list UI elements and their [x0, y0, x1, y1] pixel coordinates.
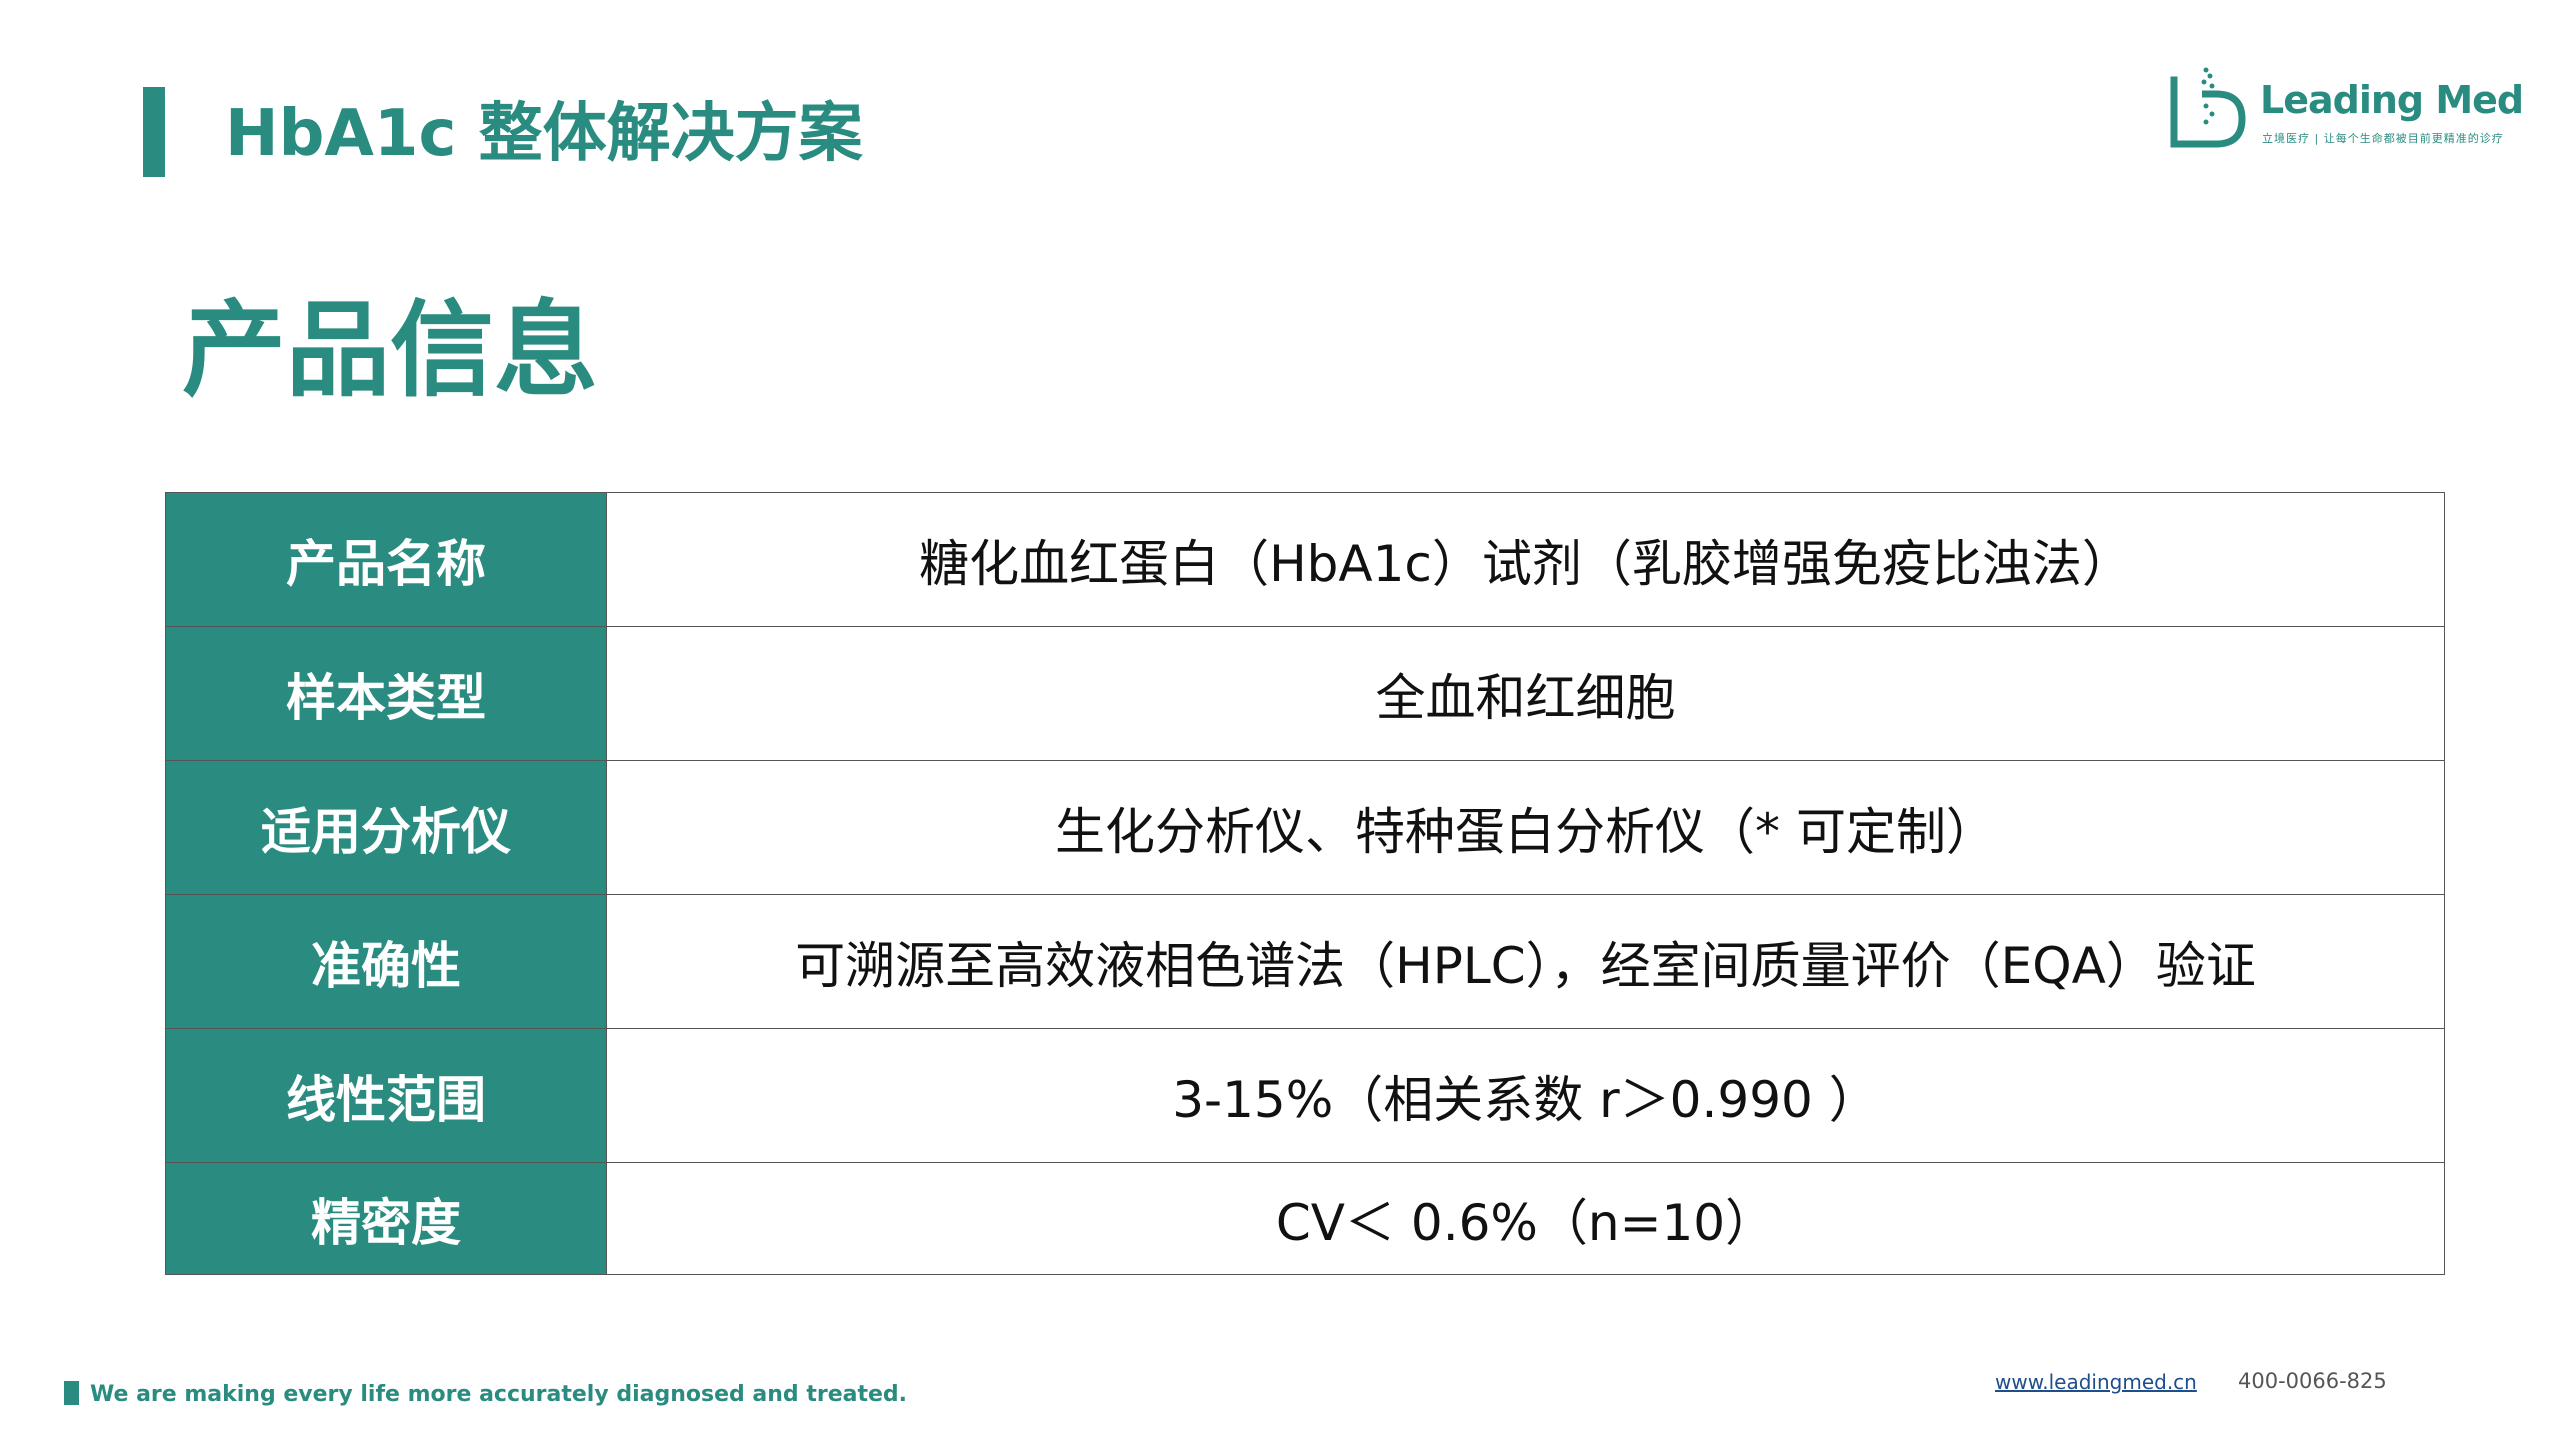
section-heading: 产品信息: [182, 289, 599, 411]
row-value: 可溯源至高效液相色谱法（HPLC），经室间质量评价（EQA）验证: [606, 894, 2445, 1029]
row-label: 产品名称: [165, 492, 607, 627]
logo-name: Leading Med: [2260, 78, 2524, 122]
header-title: HbA1c 整体解决方案: [225, 97, 863, 171]
row-value: CV＜ 0.6%（n=10）: [606, 1162, 2445, 1275]
row-value: 3-15%（相关系数 r＞0.990 ）: [606, 1028, 2445, 1163]
row-label: 适用分析仪: [165, 760, 607, 895]
table-row-linear-range: 线性范围 3-15%（相关系数 r＞0.990 ）: [165, 1028, 2445, 1163]
website-link[interactable]: www.leadingmed.cn: [1995, 1370, 2197, 1394]
table-row-analyzer: 适用分析仪 生化分析仪、特种蛋白分析仪（* 可定制）: [165, 760, 2445, 895]
header-accent-bar: [143, 87, 165, 177]
row-value: 糖化血红蛋白（HbA1c）试剂（乳胶增强免疫比浊法）: [606, 492, 2445, 627]
row-label: 样本类型: [165, 626, 607, 761]
logo-mark-icon: [2170, 67, 2246, 148]
row-label: 线性范围: [165, 1028, 607, 1163]
footer-accent-mark: [64, 1381, 79, 1405]
table-row-sample-type: 样本类型 全血和红细胞: [165, 626, 2445, 761]
company-logo: Leading Med 立境医疗 | 让每个生命都被目前更精准的诊疗: [2168, 60, 2524, 160]
table-row-accuracy: 准确性 可溯源至高效液相色谱法（HPLC），经室间质量评价（EQA）验证: [165, 894, 2445, 1029]
logo-tagline: 立境医疗 | 让每个生命都被目前更精准的诊疗: [2262, 132, 2504, 145]
table-row-product-name: 产品名称 糖化血红蛋白（HbA1c）试剂（乳胶增强免疫比浊法）: [165, 492, 2445, 627]
product-info-table: 产品名称 糖化血红蛋白（HbA1c）试剂（乳胶增强免疫比浊法） 样本类型 全血和…: [165, 492, 2445, 1275]
row-label: 精密度: [165, 1162, 607, 1275]
phone-number: 400-0066-825: [2238, 1369, 2387, 1393]
row-value: 生化分析仪、特种蛋白分析仪（* 可定制）: [606, 760, 2445, 895]
footer-slogan: We are making every life more accurately…: [90, 1382, 908, 1407]
row-value: 全血和红细胞: [606, 626, 2445, 761]
row-label: 准确性: [165, 894, 607, 1029]
table-row-precision: 精密度 CV＜ 0.6%（n=10）: [165, 1162, 2445, 1275]
